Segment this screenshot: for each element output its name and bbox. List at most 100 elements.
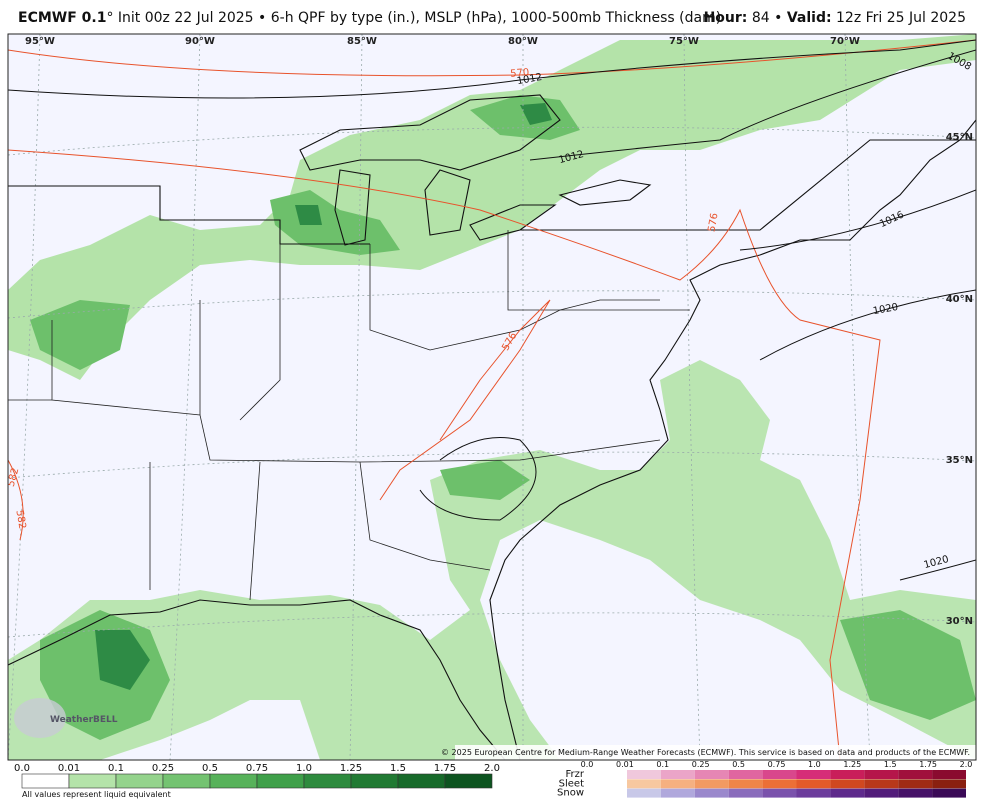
rain-scale-box [303,773,352,789]
precip-type-label: Frzr [566,769,585,780]
valid-label: Valid: [787,10,832,26]
longitude-label: 85°W [347,36,377,47]
type-scale-label: 1.75 [919,760,937,769]
rain-scale-box [444,773,493,789]
type-scale-box [898,779,933,789]
type-scale-box [932,779,966,789]
rain-scale-box [115,773,164,789]
type-scale-box [796,779,831,789]
type-scale-label: 0.75 [768,760,786,769]
rain-scale-label: 0.01 [58,763,80,774]
description: ° Init 00z 22 Jul 2025 • 6-h QPF by type… [106,10,721,26]
precip-heavy [95,103,552,690]
hour-label: Hour: [704,10,748,26]
type-scale-label: 0.1 [656,760,669,769]
rain-scale-label: 2.0 [484,763,500,774]
type-scale-label: 1.0 [808,760,821,769]
rain-scale-label: 0.25 [152,763,174,774]
precip-type-label: Sleet [559,778,584,789]
longitude-label: 90°W [185,36,215,47]
type-scale-box [898,770,933,779]
type-scale-box [627,779,661,789]
type-scale-box [762,788,797,798]
longitude-label: 95°W [25,36,55,47]
grid-labels: 95°W 90°W 85°W 80°W 75°W 70°W 45°N 40°N 35°N 30°N [25,36,973,627]
type-scale-box [864,788,899,798]
thickness-label: 582 [13,509,27,530]
type-scale-box [694,770,729,779]
type-scale-box [830,788,865,798]
type-scale-box [830,779,865,789]
precip-type-label: Snow [557,788,584,799]
type-scale-box [932,788,966,798]
type-scale-box [932,770,966,779]
rain-scale-label: 1.5 [390,763,406,774]
type-scale-box [660,779,695,789]
logo: WeatherBELL [14,698,118,738]
type-scale-label: 0.5 [732,760,745,769]
coastlines [8,94,976,760]
thickness-label: 576 [706,212,720,233]
valid-value: 12z Fri 25 Jul 2025 [836,10,966,26]
type-scale-box [796,770,831,779]
type-scale-box [728,788,763,798]
rain-scale-box [162,773,211,789]
copyright-box [455,745,976,760]
rain-scale-label: 0.5 [202,763,218,774]
legend: All values represent liquid equivalent 0… [14,760,972,799]
rain-scale-label: 1.25 [340,763,362,774]
hour-value: 84 • [752,10,783,26]
rain-scale-box [209,773,258,789]
isobar-label: 1012 [516,72,543,87]
type-scale-label: 1.25 [843,760,861,769]
logo-text: WeatherBELL [50,715,118,725]
type-scale-label: 1.5 [884,760,897,769]
longitude-label: 80°W [508,36,538,47]
type-scale-box [864,779,899,789]
type-scale-box [830,770,865,779]
rain-scale-box [350,773,399,789]
model: ECMWF 0.1 [18,10,106,26]
rain-scale-label: 0.1 [108,763,124,774]
latitude-label: 40°N [946,294,973,305]
thickness-label: 570 [510,67,530,80]
rain-scale-box [256,773,305,789]
type-scale-box [762,770,797,779]
type-scale-box [660,788,695,798]
type-scale-label: 0.25 [692,760,710,769]
rain-scale-box [397,773,446,789]
graticule [8,34,976,760]
map: 101210121016102010201008570576576582582 … [8,34,976,760]
type-scale-box [694,779,729,789]
type-scale-box [864,770,899,779]
type-scale-box [898,788,933,798]
thickness-contours [8,39,976,760]
copyright: © 2025 European Centre for Medium-Range … [441,748,970,757]
rain-scale-label: 0.75 [246,763,268,774]
longitude-label: 75°W [669,36,699,47]
type-scale-box [694,788,729,798]
type-scale-box [627,770,661,779]
header-title: ECMWF 0.1° Init 00z 22 Jul 2025 • 6-h QP… [18,10,721,26]
type-scale-box [796,788,831,798]
isobar-label: 1020 [872,302,899,317]
latitude-label: 30°N [946,616,973,627]
isobars [8,39,976,581]
rain-scale-label: 1.75 [434,763,456,774]
type-scale-box [660,770,695,779]
latitude-label: 45°N [946,132,973,143]
type-scale-box [728,779,763,789]
precip-light [8,34,976,760]
rain-scale-box [21,773,70,789]
type-scale-label: 0.0 [581,760,594,769]
rain-scale-label: 0.0 [14,763,30,774]
longitude-label: 70°W [830,36,860,47]
type-scale-label: 0.01 [616,760,634,769]
type-scale-box [728,770,763,779]
type-scale-label: 2.0 [960,760,973,769]
latitude-label: 35°N [946,455,973,466]
type-scale-box [762,779,797,789]
map-frame [7,33,977,761]
legend-note: All values represent liquid equivalent [22,790,171,799]
